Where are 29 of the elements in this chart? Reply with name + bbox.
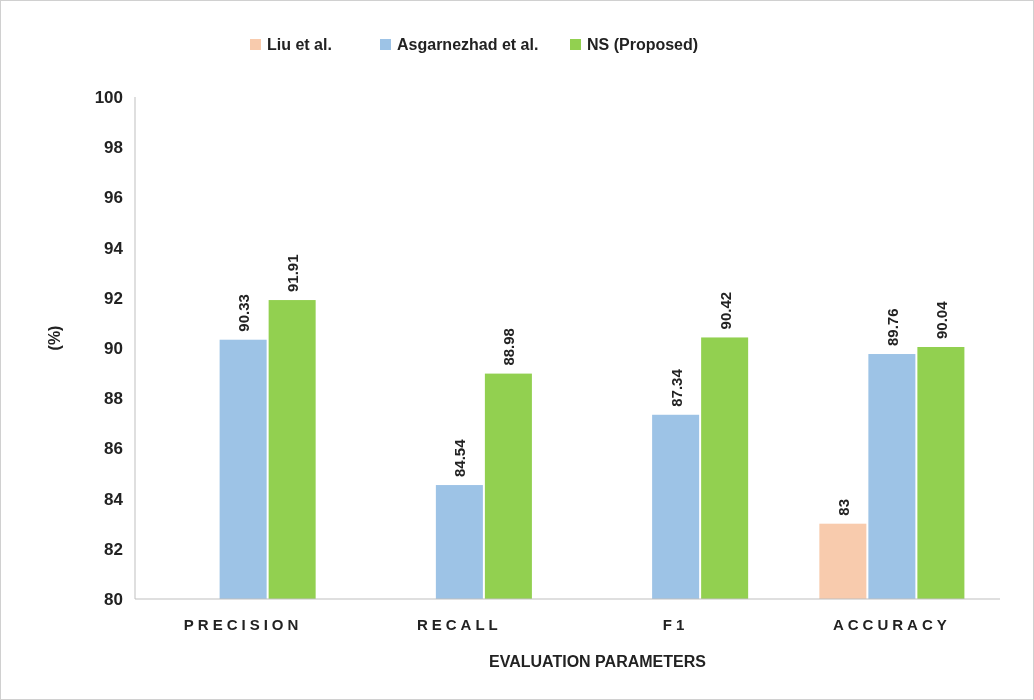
x-tick-label: PRECISION xyxy=(183,616,303,633)
y-tick-label: 92 xyxy=(104,288,123,308)
legend-label: Liu et al. xyxy=(267,36,332,53)
x-tick-label: RECALL xyxy=(416,616,502,633)
legend-label: Asgarnezhad et al. xyxy=(397,36,539,53)
y-axis-title: (%) xyxy=(46,325,63,351)
data-label: 88.98 xyxy=(500,328,518,366)
x-tick-label: F1 xyxy=(662,616,689,633)
data-label: 87.34 xyxy=(667,368,685,407)
y-tick-label: 96 xyxy=(104,188,123,208)
x-tick-label: ACCURACY xyxy=(832,616,951,633)
y-tick-label: 90 xyxy=(104,338,123,358)
y-tick-label: 94 xyxy=(104,238,124,258)
y-tick-label: 98 xyxy=(104,138,123,158)
y-tick-label: 100 xyxy=(94,87,123,107)
y-tick-label: 84 xyxy=(104,489,124,509)
data-label: 90.42 xyxy=(716,291,734,330)
data-label: 91.91 xyxy=(284,254,302,293)
data-label: 90.04 xyxy=(932,300,950,339)
legend-label: NS (Proposed) xyxy=(587,36,699,53)
y-tick-label: 80 xyxy=(104,589,123,609)
data-label: 83 xyxy=(834,499,852,516)
data-label: 89.76 xyxy=(883,308,901,347)
y-tick-label: 88 xyxy=(104,389,123,409)
x-axis-title: EVALUATION PARAMETERS xyxy=(489,653,707,670)
y-tick-label: 82 xyxy=(104,539,123,559)
data-label: 84.54 xyxy=(451,438,469,478)
data-label: 90.33 xyxy=(235,294,253,332)
y-tick-label: 86 xyxy=(104,439,123,459)
